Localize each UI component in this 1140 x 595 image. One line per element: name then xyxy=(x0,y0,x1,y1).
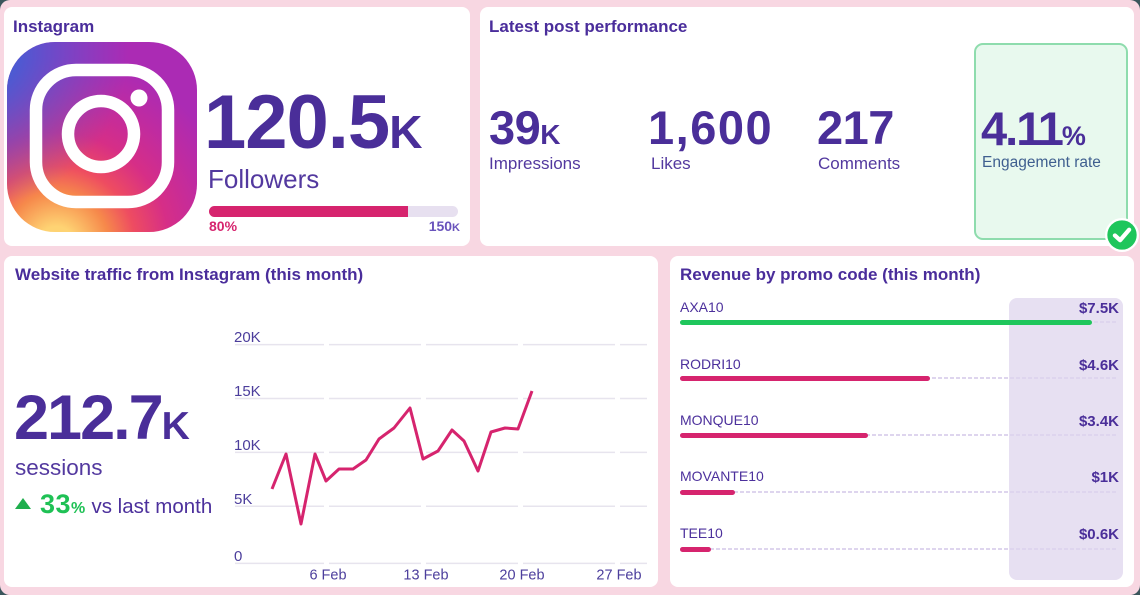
svg-text:10K: 10K xyxy=(234,437,261,454)
svg-text:0: 0 xyxy=(234,548,242,565)
svg-text:20 Feb: 20 Feb xyxy=(499,568,544,584)
svg-text:15K: 15K xyxy=(234,383,261,400)
svg-text:27 Feb: 27 Feb xyxy=(596,568,641,584)
svg-text:13 Feb: 13 Feb xyxy=(403,568,448,584)
svg-text:20K: 20K xyxy=(234,329,261,346)
svg-text:6 Feb: 6 Feb xyxy=(309,568,346,584)
svg-text:5K: 5K xyxy=(234,491,252,508)
